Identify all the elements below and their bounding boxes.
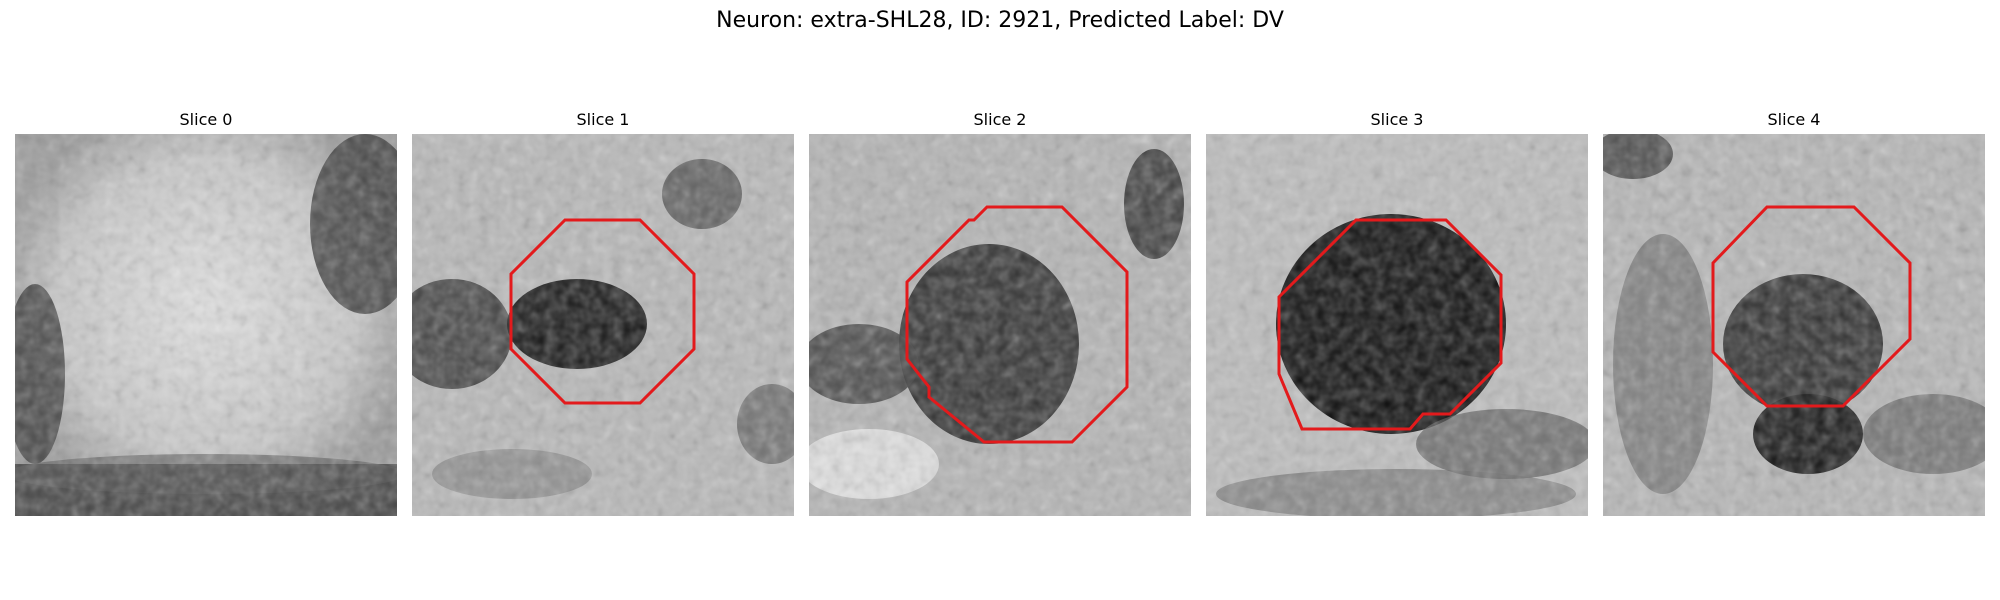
- figure-title: Neuron: extra-SHL28, ID: 2921, Predicted…: [716, 8, 1284, 33]
- slice-panel-3: Slice 3: [1206, 110, 1588, 516]
- slice-image-0: [15, 134, 397, 516]
- slice-image-4: [1603, 134, 1985, 516]
- slice-title-4: Slice 4: [1767, 110, 1821, 129]
- slice-title-0: Slice 0: [179, 110, 233, 129]
- slice-image-3: [1206, 134, 1588, 516]
- slice-image-2: [809, 134, 1191, 516]
- slice-title-3: Slice 3: [1370, 110, 1424, 129]
- slice-panel-0: Slice 0: [15, 110, 397, 516]
- slice-panel-4: Slice 4: [1603, 110, 1985, 516]
- slice-panel-1: Slice 1: [412, 110, 794, 516]
- slice-contour-4: [1711, 205, 1912, 408]
- slice-image-1: [412, 134, 794, 516]
- slice-title-2: Slice 2: [973, 110, 1027, 129]
- slice-contour-2: [905, 205, 1129, 444]
- slice-contour-3: [1277, 218, 1503, 431]
- slice-contour-1: [509, 218, 696, 405]
- slice-title-1: Slice 1: [576, 110, 630, 129]
- slice-panel-2: Slice 2: [809, 110, 1191, 516]
